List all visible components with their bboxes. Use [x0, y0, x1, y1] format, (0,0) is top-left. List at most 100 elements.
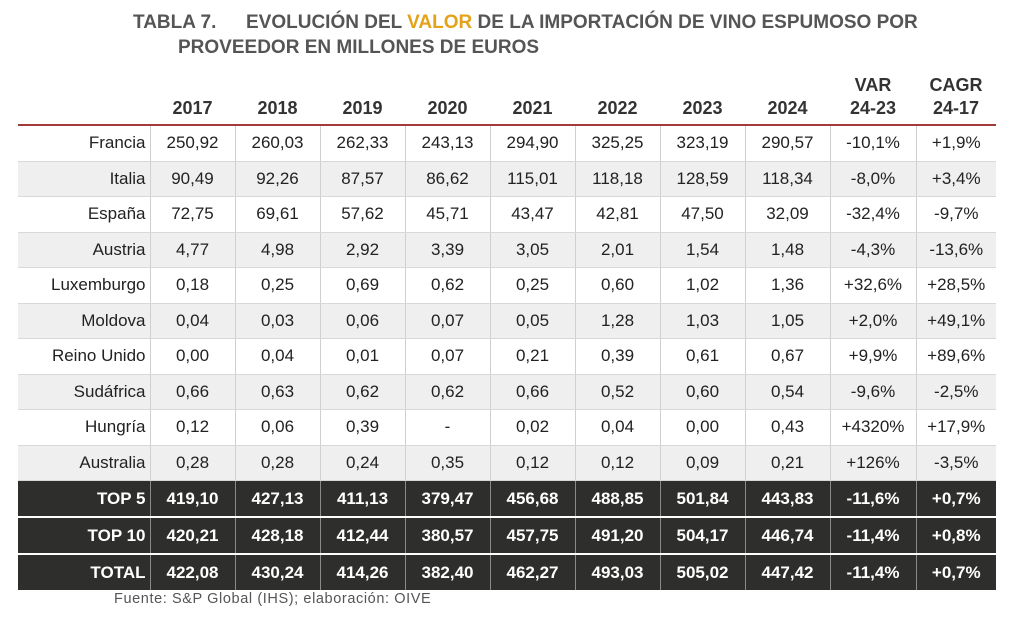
country-cell: España: [18, 196, 151, 233]
value-cell: 69,61: [235, 196, 321, 233]
column-header: 2023: [660, 64, 745, 126]
total-label-cell: TOTAL: [18, 554, 151, 592]
value-cell: -10,1%: [830, 125, 917, 162]
value-cell: 3,39: [405, 232, 491, 268]
value-cell: 57,62: [320, 196, 406, 233]
value-cell: 0,62: [405, 374, 491, 410]
value-cell: 243,13: [405, 125, 491, 162]
country-cell: Sudáfrica: [18, 374, 151, 410]
table-row: España 72,75 69,61 57,62 45,71 43,47 42,81 47,5…: [18, 196, 996, 233]
value-cell: +49,1%: [916, 303, 996, 339]
value-cell: -32,4%: [830, 196, 917, 233]
value-cell: -2,5%: [916, 374, 996, 410]
table-title: TABLA 7. EVOLUCIÓN DEL VALOR DE LA IMPORT…: [133, 10, 993, 60]
source-note: Fuente: S&P Global (IHS); elaboración: O…: [114, 591, 432, 607]
total-value-cell: 412,44: [320, 517, 406, 555]
import-value-table: 2017 2018 2019 2020 2021 2022 2023 2024 VAR 24-23…: [18, 64, 996, 592]
total-value-cell: 462,27: [490, 554, 576, 592]
total-label-cell: TOP 5: [18, 480, 151, 518]
value-cell: 0,18: [150, 267, 236, 304]
column-header-label: 2020: [427, 98, 468, 118]
value-cell: 0,07: [405, 338, 491, 375]
column-header: 2019: [320, 64, 405, 126]
total-value-cell: 380,57: [405, 517, 491, 555]
value-cell: 1,28: [575, 303, 661, 339]
value-cell: 72,75: [150, 196, 236, 233]
column-header: 2021: [490, 64, 575, 126]
total-value-cell: +0,8%: [916, 517, 996, 555]
total-value-cell: 501,84: [660, 480, 746, 518]
value-cell: 0,39: [320, 409, 406, 446]
value-cell: 0,21: [490, 338, 576, 375]
total-value-cell: -11,4%: [830, 554, 917, 592]
title-line1-prefix: EVOLUCIÓN DEL: [246, 12, 408, 33]
total-value-cell: 382,40: [405, 554, 491, 592]
header-row: 2017 2018 2019 2020 2021 2022 2023 2024 VAR 24-23…: [18, 64, 996, 126]
value-cell: 0,28: [235, 445, 321, 481]
column-header-label: CAGR: [929, 75, 983, 95]
total-value-cell: 422,08: [150, 554, 236, 592]
value-cell: 32,09: [745, 196, 831, 233]
value-cell: 0,62: [320, 374, 406, 410]
value-cell: 0,61: [660, 338, 746, 375]
value-cell: 325,25: [575, 125, 661, 162]
column-header: 2018: [235, 64, 320, 126]
value-cell: 128,59: [660, 161, 746, 197]
column-header: 2020: [405, 64, 490, 126]
value-cell: 0,66: [150, 374, 236, 410]
value-cell: 260,03: [235, 125, 321, 162]
column-header-label: 2019: [342, 98, 383, 118]
value-cell: 4,77: [150, 232, 236, 268]
value-cell: 42,81: [575, 196, 661, 233]
table-row: Italia 90,49 92,26 87,57 86,62 115,01 118,18 12…: [18, 161, 996, 197]
value-cell: 1,02: [660, 267, 746, 304]
value-cell: 1,36: [745, 267, 831, 304]
value-cell: 3,05: [490, 232, 576, 268]
value-cell: 0,01: [320, 338, 406, 375]
total-value-cell: 491,20: [575, 517, 661, 555]
column-header-label: 2021: [512, 98, 553, 118]
value-cell: 4,98: [235, 232, 321, 268]
table-row: Moldova 0,04 0,03 0,06 0,07 0,05 1,28 1,03 1,05 +…: [18, 303, 996, 339]
country-cell: Australia: [18, 445, 151, 481]
country-cell: Austria: [18, 232, 151, 268]
value-cell: 0,02: [490, 409, 576, 446]
value-cell: 0,28: [150, 445, 236, 481]
total-value-cell: 446,74: [745, 517, 831, 555]
value-cell: +17,9%: [916, 409, 996, 446]
value-cell: 43,47: [490, 196, 576, 233]
value-cell: 0,25: [235, 267, 321, 304]
table-row: Luxemburgo 0,18 0,25 0,69 0,62 0,25 0,60 1,02 1,…: [18, 267, 996, 304]
total-value-cell: 443,83: [745, 480, 831, 518]
value-cell: 92,26: [235, 161, 321, 197]
total-value-cell: -11,6%: [830, 480, 917, 518]
column-header: VAR 24-23: [830, 64, 916, 126]
total-value-cell: 411,13: [320, 480, 406, 518]
total-value-cell: 488,85: [575, 480, 661, 518]
value-cell: 2,92: [320, 232, 406, 268]
column-header: 2024: [745, 64, 830, 126]
value-cell: 0,35: [405, 445, 491, 481]
total-value-cell: 505,02: [660, 554, 746, 592]
column-header: 2017: [150, 64, 235, 126]
total-value-cell: 493,03: [575, 554, 661, 592]
table-row: Austria 4,77 4,98 2,92 3,39 3,05 2,01 1,54 1,48-…: [18, 232, 996, 268]
total-row: TOP 5 419,10 427,13 411,13 379,47 456,68 488,8…: [18, 480, 996, 518]
column-header-label: 2018: [257, 98, 298, 118]
total-value-cell: 420,21: [150, 517, 236, 555]
value-cell: 90,49: [150, 161, 236, 197]
table-number: TABLA 7.: [133, 12, 217, 33]
value-cell: 0,00: [660, 409, 746, 446]
table-row: Sudáfrica 0,66 0,63 0,62 0,62 0,66 0,52 0,60 0,5…: [18, 374, 996, 410]
value-cell: 0,04: [575, 409, 661, 446]
value-cell: 0,12: [575, 445, 661, 481]
value-cell: 0,24: [320, 445, 406, 481]
value-cell: 250,92: [150, 125, 236, 162]
value-cell: 294,90: [490, 125, 576, 162]
total-value-cell: 428,18: [235, 517, 321, 555]
country-cell: Hungría: [18, 409, 151, 446]
value-cell: 1,03: [660, 303, 746, 339]
value-cell: -4,3%: [830, 232, 917, 268]
table-row: Francia 250,92 260,03 262,33 243,13 294,90 325…: [18, 125, 996, 162]
title-highlight: VALOR: [407, 12, 473, 33]
